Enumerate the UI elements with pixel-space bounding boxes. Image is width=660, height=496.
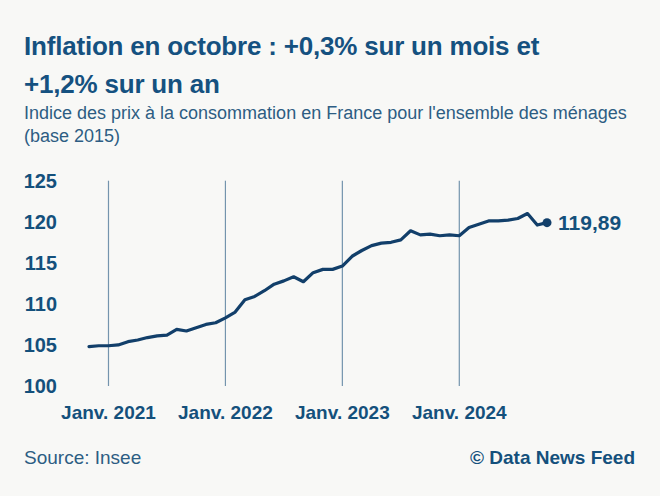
cpi-line-series bbox=[89, 214, 547, 347]
source-label: Source: Insee bbox=[24, 447, 141, 469]
y-axis-tick-label: 110 bbox=[25, 293, 57, 315]
x-axis-tick-label: Janv. 2022 bbox=[178, 402, 273, 423]
y-axis-tick-label: 125 bbox=[24, 170, 57, 192]
x-axis-tick-label: Janv. 2024 bbox=[412, 402, 507, 423]
cpi-line-chart: 125 120 115 110 105 100Janv. 2021 Janv. 2022 Ja… bbox=[0, 0, 660, 496]
y-axis-tick-label: 120 bbox=[24, 211, 57, 233]
x-axis-tick-label: Janv. 2021 bbox=[61, 402, 156, 423]
x-axis-tick-label: Janv. 2023 bbox=[295, 402, 390, 423]
inflation-infographic-card: Inflation en octobre : +0,3% sur un mois… bbox=[0, 0, 660, 496]
y-axis-tick-label: 105 bbox=[24, 334, 57, 356]
y-axis-tick-label: 115 bbox=[25, 252, 57, 274]
credit-label: © Data News Feed bbox=[470, 447, 635, 469]
end-point-marker bbox=[543, 218, 552, 227]
y-axis-tick-label: 100 bbox=[24, 375, 57, 397]
end-value-label: 119,89 bbox=[558, 211, 621, 234]
